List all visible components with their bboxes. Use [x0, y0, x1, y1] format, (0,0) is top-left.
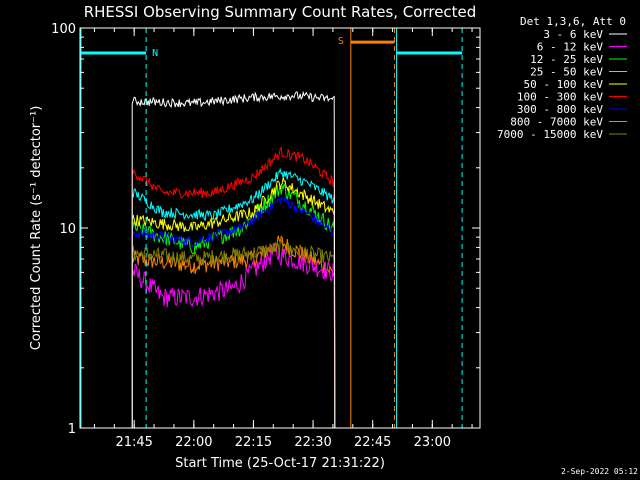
- legend-entry-label: 3 - 6 keV: [543, 28, 603, 41]
- chart-title: RHESSI Observing Summary Count Rates, Co…: [84, 3, 477, 21]
- series-line: [131, 145, 336, 429]
- night-label: N: [152, 48, 158, 59]
- x-tick-label: 22:45: [354, 435, 391, 450]
- legend-entry-label: 12 - 25 keV: [530, 53, 603, 66]
- series-line: [131, 243, 336, 429]
- interval-markers: NS: [80, 28, 463, 428]
- legend-entry-label: 50 - 100 keV: [524, 78, 604, 91]
- x-tick-label: 23:00: [414, 435, 451, 450]
- legend-entry-label: 100 - 300 keV: [517, 91, 603, 104]
- y-tick-label: 10: [59, 222, 76, 237]
- series-line: [131, 235, 336, 429]
- x-tick-label: 21:45: [115, 435, 152, 450]
- series-traces: [131, 90, 336, 429]
- axes: 21:45 22:00 22:15 22:30 22:45 23:00 1 10 100: [51, 22, 480, 450]
- series-line: [131, 177, 336, 429]
- y-tick-label: 1: [68, 422, 76, 437]
- y-tick-label: 100: [51, 22, 76, 37]
- series-line: [131, 196, 336, 429]
- legend-title: Det 1,3,6, Att 0: [520, 15, 626, 28]
- x-tick-label: 22:15: [235, 435, 272, 450]
- saa-label: S: [338, 36, 344, 47]
- y-axis-label: Corrected Count Rate (s⁻¹ detector⁻¹): [29, 106, 44, 351]
- legend-entry-label: 300 - 800 keV: [517, 103, 603, 116]
- footer-timestamp: 2-Sep-2022 05:12: [561, 467, 638, 476]
- legend-entry-label: 7000 - 15000 keV: [497, 128, 603, 141]
- x-axis-label: Start Time (25-Oct-17 21:31:22): [175, 456, 385, 471]
- x-tick-label: 22:30: [294, 435, 331, 450]
- series-line: [131, 167, 336, 429]
- legend-entry-label: 800 - 7000 keV: [510, 116, 603, 129]
- series-line: [131, 90, 336, 429]
- legend-entry-label: 25 - 50 keV: [530, 66, 603, 79]
- series-line: [131, 182, 336, 429]
- legend-entry-label: 6 - 12 keV: [537, 41, 604, 54]
- plot-frame: [79, 27, 481, 429]
- series-line: [131, 238, 336, 429]
- x-tick-label: 22:00: [175, 435, 212, 450]
